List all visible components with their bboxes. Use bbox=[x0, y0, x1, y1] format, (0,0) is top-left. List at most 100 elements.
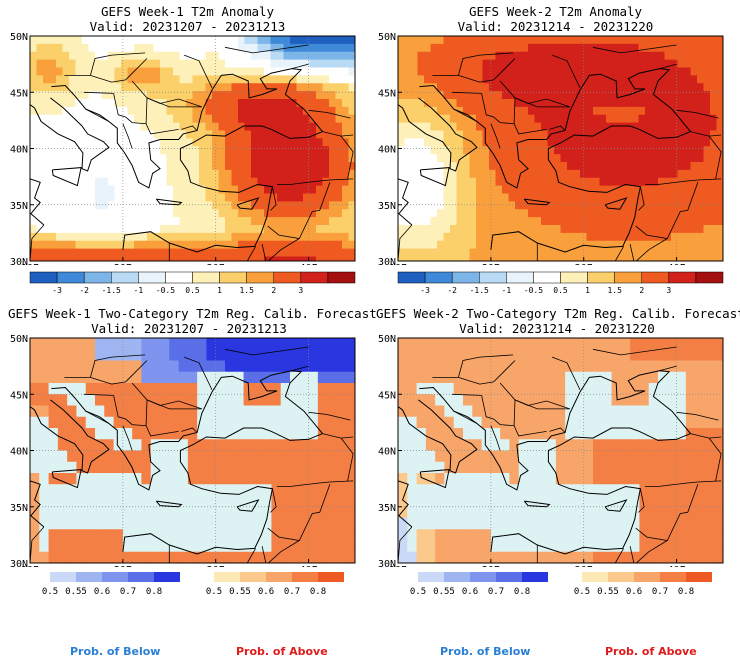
map4-coastline bbox=[419, 469, 450, 489]
map2-cell bbox=[612, 67, 620, 76]
prob-colorbar-swatch bbox=[50, 572, 76, 582]
map4-cell bbox=[416, 360, 427, 373]
map1-cell bbox=[36, 51, 44, 61]
map1-cell bbox=[322, 185, 330, 195]
map1-cell bbox=[303, 51, 311, 61]
map1-cell bbox=[30, 256, 38, 261]
map3-cell bbox=[215, 394, 226, 407]
map3-cell bbox=[271, 371, 282, 384]
map1-cell bbox=[121, 36, 129, 45]
map1-cell bbox=[95, 106, 103, 116]
map1-cell bbox=[140, 209, 148, 218]
map1-cell bbox=[244, 193, 252, 202]
map2-cell bbox=[476, 240, 484, 250]
map3-cell bbox=[30, 484, 40, 497]
map3-cell bbox=[39, 371, 50, 384]
map2-cell bbox=[625, 217, 633, 226]
map1-cell bbox=[244, 122, 252, 132]
map2-cell bbox=[677, 248, 685, 258]
map4-cell bbox=[463, 518, 473, 530]
map1-cell bbox=[277, 106, 285, 116]
map3-cell bbox=[85, 473, 96, 485]
map3-cell bbox=[150, 506, 161, 519]
map1-cell bbox=[322, 193, 330, 202]
map1-cell bbox=[134, 99, 142, 108]
map2-cell bbox=[716, 114, 723, 124]
map2-cell bbox=[645, 138, 653, 147]
map2-cell bbox=[404, 122, 412, 132]
map2-cell bbox=[541, 209, 549, 218]
map3-cell bbox=[345, 439, 355, 452]
map3-cell bbox=[150, 338, 161, 350]
map3-border bbox=[113, 395, 179, 437]
map1-cell bbox=[121, 248, 129, 258]
map4-cell bbox=[555, 484, 566, 497]
map1-cell bbox=[205, 209, 213, 218]
map2-cell bbox=[417, 232, 425, 242]
map2-cell bbox=[593, 59, 601, 69]
map2-cell bbox=[515, 51, 523, 61]
map1-cell bbox=[225, 51, 233, 61]
map2-cell bbox=[424, 122, 432, 132]
map2-cell bbox=[664, 201, 672, 210]
map1-cell bbox=[212, 193, 220, 202]
map2-cell bbox=[567, 146, 575, 155]
map4-cell bbox=[639, 383, 650, 395]
map3-cell bbox=[243, 506, 254, 519]
map1-cell bbox=[231, 162, 239, 171]
map2-cell bbox=[645, 232, 653, 242]
map4-lon-label: 10E bbox=[389, 565, 407, 567]
map3-cell bbox=[280, 506, 291, 519]
map2-cell bbox=[606, 232, 614, 242]
map3-cell bbox=[104, 461, 115, 474]
map4-lat-label: 40N bbox=[378, 447, 396, 458]
map2-cell bbox=[437, 225, 445, 234]
map2-cell bbox=[443, 201, 451, 210]
map4-cell bbox=[537, 439, 548, 452]
map3-cell bbox=[234, 349, 245, 362]
map4-cell bbox=[509, 371, 520, 384]
map2-cell bbox=[547, 91, 555, 100]
map1-cell bbox=[205, 51, 213, 61]
map3-cell bbox=[243, 405, 254, 418]
map4-cell bbox=[518, 473, 529, 485]
map1-cell bbox=[82, 225, 90, 234]
map2-cell bbox=[417, 209, 425, 218]
map1-cell bbox=[251, 169, 259, 179]
map1-cell bbox=[56, 232, 64, 242]
map4-cell bbox=[611, 506, 622, 519]
map3-cell bbox=[280, 540, 291, 553]
map1-cell bbox=[329, 217, 337, 226]
map2-cell bbox=[619, 67, 627, 76]
map4-cell bbox=[518, 394, 529, 407]
map4-cell bbox=[630, 461, 641, 474]
map1-cell bbox=[290, 99, 298, 108]
map1-cell bbox=[108, 146, 116, 155]
map1-cell bbox=[296, 169, 304, 179]
map2-cell bbox=[580, 51, 588, 61]
map2-cell bbox=[671, 162, 679, 171]
map2-cell bbox=[716, 75, 723, 84]
map3-cell bbox=[252, 349, 263, 362]
map1-cell bbox=[30, 114, 38, 124]
map4-cell bbox=[463, 484, 473, 497]
map3-cell bbox=[39, 405, 50, 418]
map4-cell bbox=[407, 371, 418, 384]
map4-cell bbox=[518, 551, 529, 563]
map2-cell bbox=[463, 232, 471, 242]
map1-cell bbox=[244, 36, 252, 45]
map4-cell bbox=[481, 495, 492, 508]
map1-cell bbox=[179, 99, 187, 108]
map1-cell bbox=[69, 217, 77, 226]
map2-cell bbox=[560, 138, 568, 147]
map2-cell bbox=[463, 130, 471, 139]
map2-cell bbox=[541, 248, 549, 258]
map1-cell bbox=[218, 201, 226, 210]
map3-coastline bbox=[51, 469, 82, 489]
map2-cell bbox=[690, 193, 698, 202]
map1-cell bbox=[108, 83, 116, 92]
map4-cell bbox=[704, 484, 715, 497]
map3-cell bbox=[197, 540, 208, 553]
map2-cell bbox=[684, 51, 692, 61]
map1-cell bbox=[95, 169, 103, 179]
